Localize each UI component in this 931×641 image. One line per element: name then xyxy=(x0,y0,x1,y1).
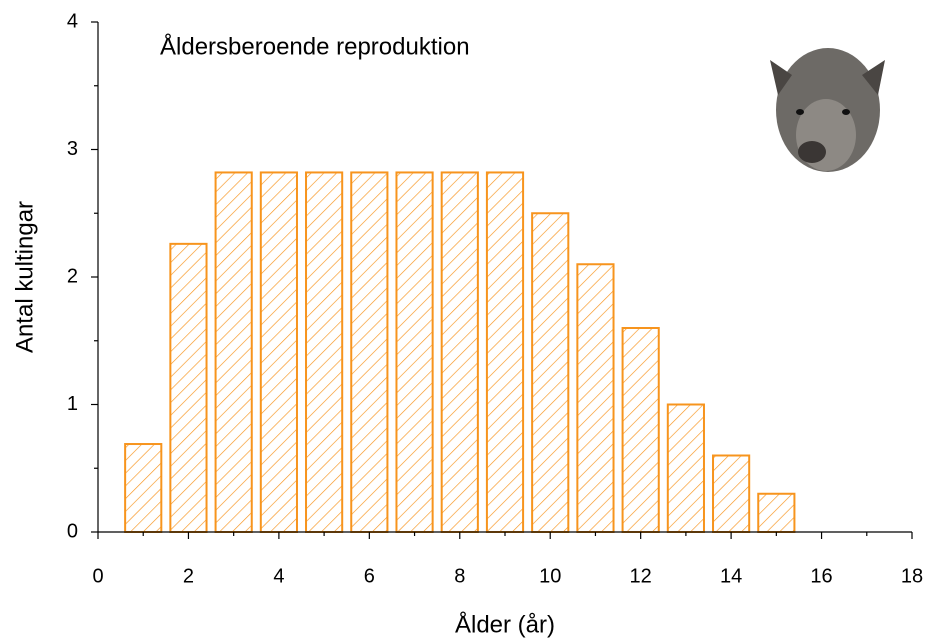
y-tick-label: 3 xyxy=(67,138,78,160)
x-tick-label: 4 xyxy=(273,565,284,587)
bar xyxy=(440,171,479,533)
bar xyxy=(169,242,208,533)
bar xyxy=(395,171,434,533)
bar xyxy=(305,171,344,533)
chart-title: Åldersberoende reproduktion xyxy=(160,32,470,60)
bar xyxy=(712,454,751,533)
x-tick-label: 8 xyxy=(454,565,465,587)
x-tick-label: 16 xyxy=(810,565,832,587)
bar xyxy=(621,327,660,533)
y-tick-label: 1 xyxy=(67,393,78,415)
x-tick-label: 2 xyxy=(183,565,194,587)
bar xyxy=(531,212,570,533)
bar xyxy=(757,492,796,533)
y-tick-label: 4 xyxy=(67,10,78,32)
x-tick-label: 0 xyxy=(92,565,103,587)
y-axis-label: Antal kultingar xyxy=(11,201,38,353)
boar-illustration xyxy=(770,48,885,172)
x-tick-label: 18 xyxy=(901,565,923,587)
x-tick-label: 10 xyxy=(539,565,561,587)
x-tick-label: 12 xyxy=(630,565,652,587)
y-tick-label: 2 xyxy=(67,265,78,287)
y-tick-label: 0 xyxy=(67,520,78,542)
bar xyxy=(214,171,253,533)
bar xyxy=(485,171,525,533)
bar xyxy=(259,171,298,533)
bar xyxy=(124,443,163,533)
x-axis-label: Ålder (år) xyxy=(455,610,555,638)
bar xyxy=(576,263,615,533)
x-tick-label: 14 xyxy=(720,565,742,587)
bar xyxy=(350,171,389,533)
bar xyxy=(666,403,705,533)
x-tick-label: 6 xyxy=(364,565,375,587)
